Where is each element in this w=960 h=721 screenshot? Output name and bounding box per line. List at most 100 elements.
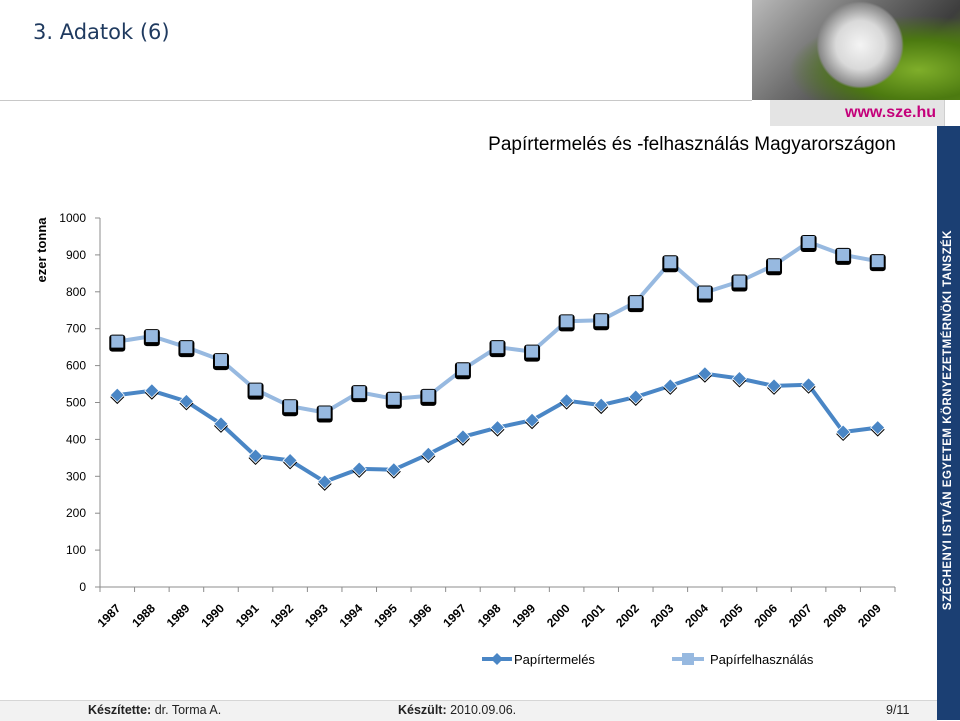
x-tick-label: 1991 xyxy=(233,601,262,630)
data-point xyxy=(455,429,471,445)
x-tick-label: 2001 xyxy=(579,601,608,630)
y-tick-label: 400 xyxy=(66,432,86,446)
data-point xyxy=(145,330,158,343)
data-point xyxy=(282,452,298,468)
header-divider xyxy=(0,100,752,101)
data-point xyxy=(422,389,435,402)
x-tick-label: 1990 xyxy=(198,601,227,630)
data-point xyxy=(698,286,711,299)
data-point xyxy=(766,378,782,394)
x-tick-label: 1988 xyxy=(129,601,158,630)
data-point xyxy=(593,397,609,413)
data-point xyxy=(664,256,677,269)
x-tick-label: 1992 xyxy=(267,601,296,630)
data-point xyxy=(559,393,575,409)
data-point xyxy=(386,462,402,478)
data-point xyxy=(180,341,193,354)
y-tick-label: 800 xyxy=(66,285,86,299)
data-point xyxy=(284,400,297,413)
data-point xyxy=(491,341,504,354)
data-point xyxy=(629,296,642,309)
footer-author-label: Készítette: xyxy=(88,703,152,717)
footer-bar xyxy=(0,700,937,721)
x-tick-label: 2005 xyxy=(717,601,746,630)
x-tick-label: 1987 xyxy=(95,601,124,630)
legend-label-production: Papírtermelés xyxy=(514,652,595,667)
data-point xyxy=(524,412,540,428)
y-tick-label: 0 xyxy=(79,580,86,594)
footer-page-number: 9/11 xyxy=(886,703,910,717)
data-point xyxy=(456,363,469,376)
x-tick-label: 2004 xyxy=(682,601,711,630)
y-tick-label: 300 xyxy=(66,469,86,483)
x-tick-label: 1995 xyxy=(371,601,400,630)
x-tick-label: 2002 xyxy=(613,601,642,630)
data-point xyxy=(526,345,539,358)
legend-marker-consumption xyxy=(682,653,694,665)
slide-title: 3. Adatok (6) xyxy=(33,20,170,44)
university-url[interactable]: www.sze.hu xyxy=(770,100,945,126)
data-point xyxy=(317,474,333,490)
data-point xyxy=(662,378,678,394)
y-tick-label: 700 xyxy=(66,322,86,336)
data-point xyxy=(249,383,262,396)
legend-label-consumption: Papírfelhasználás xyxy=(710,652,814,667)
data-point xyxy=(109,387,125,403)
y-tick-label: 200 xyxy=(66,506,86,520)
data-point xyxy=(318,406,331,419)
footer-author: Készítette: dr. Torma A. xyxy=(88,703,221,717)
footer-date: Készült: 2010.09.06. xyxy=(398,703,516,717)
footer-date-label: Készült: xyxy=(398,703,447,717)
data-point xyxy=(595,314,608,327)
x-tick-label: 1999 xyxy=(509,601,538,630)
x-tick-label: 1993 xyxy=(302,601,331,630)
x-tick-label: 2007 xyxy=(786,601,815,630)
x-tick-label: 2000 xyxy=(544,601,573,630)
x-tick-label: 2008 xyxy=(820,601,849,630)
y-tick-label: 1000 xyxy=(59,211,86,225)
data-point xyxy=(768,259,781,272)
y-axis-title: ezer tonna xyxy=(34,217,49,283)
data-point xyxy=(835,424,851,440)
x-tick-label: 1994 xyxy=(337,601,366,630)
header-globe-image xyxy=(752,0,960,100)
data-point xyxy=(871,255,884,268)
x-tick-label: 2003 xyxy=(648,601,677,630)
data-point xyxy=(837,248,850,261)
data-point xyxy=(213,416,229,432)
data-point xyxy=(489,420,506,436)
side-band-text: SZÉCHENYI ISTVÁN EGYETEM KÖRNYEZETMÉRNÖK… xyxy=(942,229,954,611)
chart-title: Papírtermelés és -felhasználás Magyarors… xyxy=(488,134,896,155)
data-point xyxy=(697,366,713,382)
data-point xyxy=(801,377,817,393)
data-point xyxy=(560,315,573,328)
y-tick-label: 500 xyxy=(66,396,86,410)
data-point xyxy=(144,383,160,399)
y-tick-label: 100 xyxy=(66,543,86,557)
x-tick-label: 1996 xyxy=(406,601,435,630)
series-line xyxy=(116,240,879,415)
legend-marker-production xyxy=(491,653,503,665)
data-point xyxy=(628,389,644,405)
data-point xyxy=(178,393,194,409)
footer-author-value: dr. Torma A. xyxy=(154,703,222,717)
y-tick-label: 600 xyxy=(66,359,86,373)
paper-chart: Papírtermelés és -felhasználás Magyarors… xyxy=(34,134,896,667)
data-point xyxy=(733,275,746,288)
footer-date-value: 2010.09.06. xyxy=(450,703,517,717)
data-point xyxy=(353,386,366,399)
data-point xyxy=(214,354,227,367)
data-point xyxy=(351,461,367,477)
data-point xyxy=(731,370,748,387)
x-tick-label: 2009 xyxy=(855,601,884,630)
data-point xyxy=(802,235,815,248)
x-tick-label: 1998 xyxy=(475,601,504,630)
x-tick-label: 2006 xyxy=(751,601,780,630)
data-point xyxy=(420,446,436,462)
x-tick-label: 1997 xyxy=(440,601,469,630)
x-tick-label: 1989 xyxy=(164,601,193,630)
data-point xyxy=(247,448,264,464)
data-point xyxy=(870,420,886,436)
data-point xyxy=(387,392,400,405)
data-point xyxy=(111,335,124,348)
